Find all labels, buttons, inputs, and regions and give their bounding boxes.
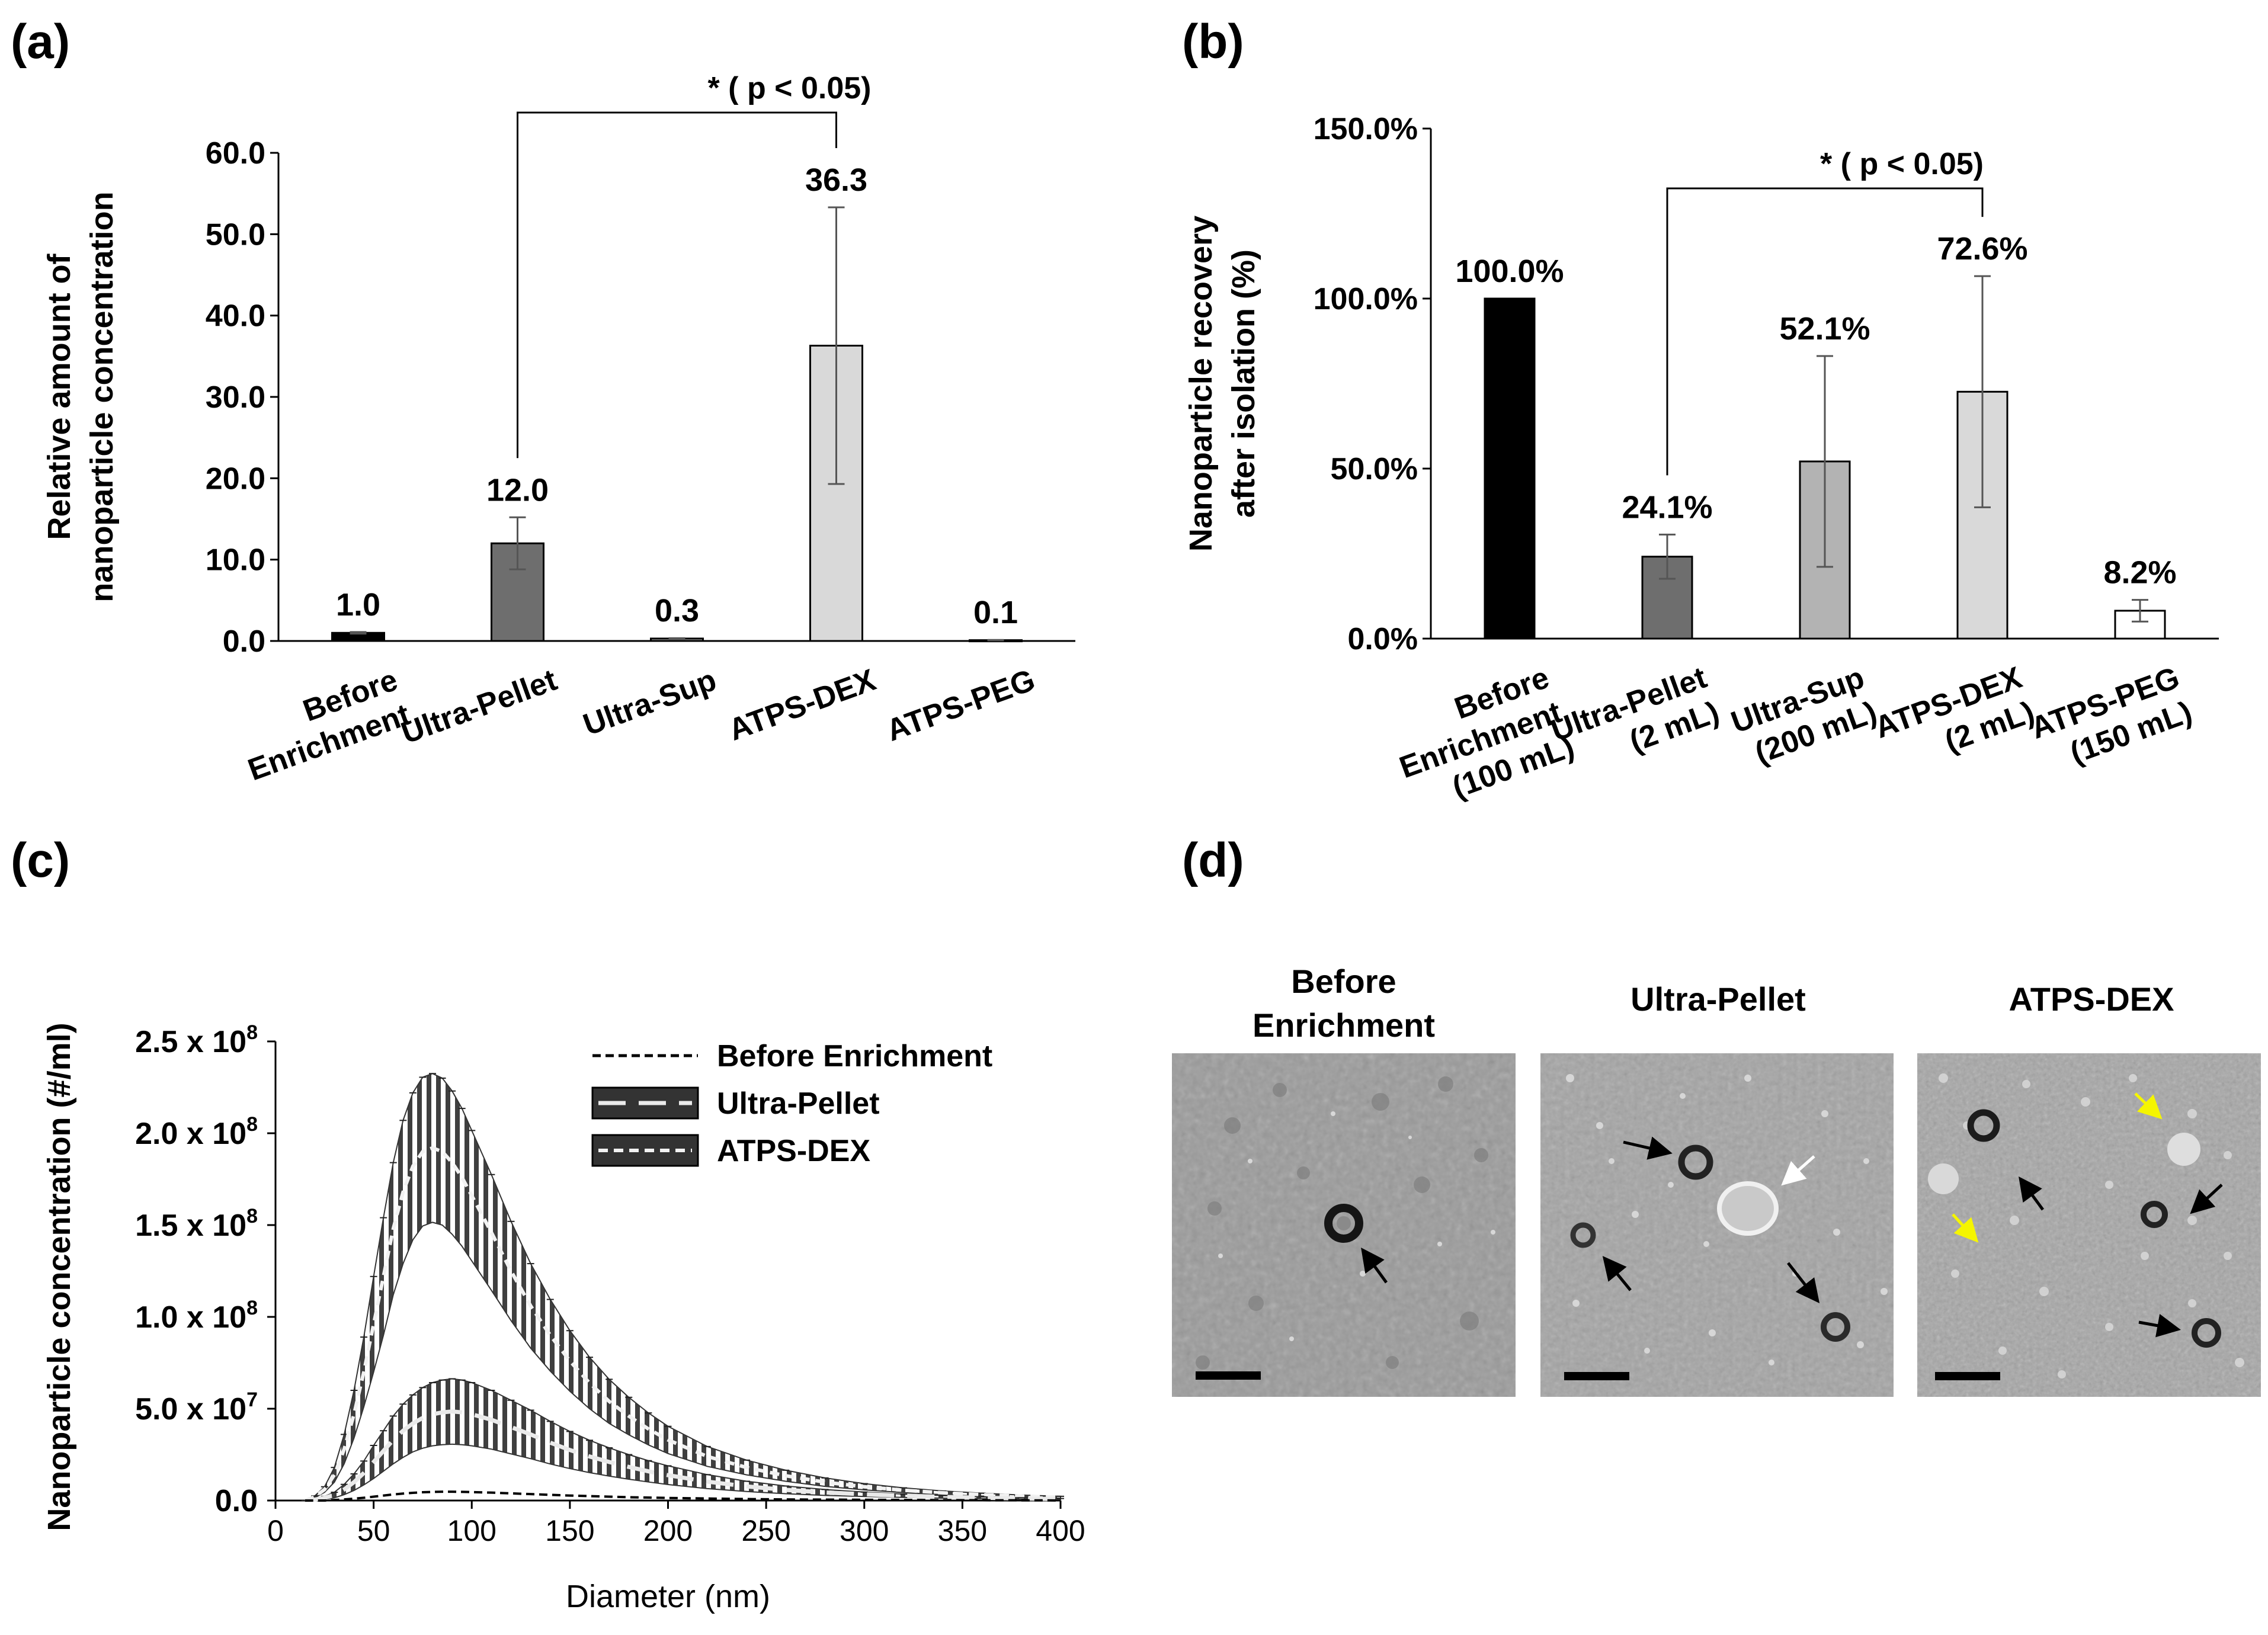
y-tick-label: 2.5 x 108	[135, 1021, 258, 1059]
significance-bracket	[1666, 187, 1984, 476]
panel-a-label: (a)	[11, 15, 70, 69]
x-tick-label: BeforeEnrichment(100 mL)	[1382, 661, 1578, 820]
y-tick-label: 50.0	[206, 217, 265, 252]
x-tick-label: Ultra-Pellet	[397, 663, 562, 751]
x-tick-label: 350	[938, 1514, 987, 1547]
x-tick-label: Ultra-Pellet(2 mL)	[1546, 661, 1724, 783]
y-tick-label: 10.0	[206, 543, 265, 578]
yellow-arrow-icon	[1952, 1213, 1979, 1243]
x-tick-label: Ultra-Sup	[579, 663, 721, 743]
data-label: 8.2%	[2103, 555, 2176, 591]
data-label: 24.1%	[1622, 489, 1712, 525]
x-tick-label: 100	[447, 1514, 496, 1547]
x-tick-label: ATPS-PEG(150 mL)	[2026, 661, 2196, 780]
significance-label: * ( p < 0.05)	[1820, 147, 1984, 181]
data-label: 1.0	[336, 587, 380, 623]
y-tick-label: 40.0	[206, 299, 265, 334]
y-axis-title: Nanoparticle concentration (#/ml)	[41, 1022, 77, 1531]
black-arrow-icon	[1602, 1256, 1632, 1291]
y-tick-label: 0.0%	[1347, 622, 1418, 656]
series-line	[304, 1146, 1061, 1502]
chart-c: 0 50 100 150 200 250 300 350 400 0.0 5.0 x 107 1.0 …	[41, 1021, 1085, 1614]
micrograph-ultra-pellet	[1540, 1053, 1894, 1397]
scale-bar	[1935, 1372, 2000, 1380]
y-tick-label: 2.0 x 108	[135, 1113, 258, 1151]
black-arrow-icon	[1787, 1262, 1820, 1303]
data-label: 12.0	[486, 472, 549, 508]
y-tick-label: 150.0%	[1314, 112, 1418, 146]
x-tick-label: 250	[741, 1514, 790, 1547]
y-tick-label: 20.0	[206, 461, 265, 496]
legend: Before Enrichment Ultra-Pellet ATPS-DEX	[591, 1039, 992, 1168]
y-tick-label: 0.0	[215, 1484, 258, 1518]
micrograph-title-ultra-pellet: Ultra-Pellet	[1630, 980, 1806, 1018]
data-label: 52.1%	[1779, 311, 1870, 347]
significance-bracket	[517, 111, 837, 459]
legend-label: ATPS-DEX	[717, 1134, 870, 1168]
x-tick-label: ATPS-PEG	[882, 663, 1040, 748]
white-arrow-icon	[1781, 1155, 1815, 1186]
y-tick-label: 60.0	[206, 136, 265, 171]
data-label: 0.1	[973, 595, 1018, 630]
x-tick-label: Ultra-Sup(200 mL)	[1726, 661, 1881, 775]
x-axis-title: Diameter (nm)	[566, 1579, 770, 1614]
significance-label: * ( p < 0.05)	[708, 71, 872, 105]
x-tick-label: 0	[267, 1514, 284, 1547]
series-line	[305, 1490, 1061, 1502]
black-arrow-icon	[1623, 1136, 1673, 1160]
y-tick-label: 50.0%	[1331, 452, 1418, 486]
y-tick-label: 1.0 x 108	[135, 1297, 258, 1335]
y-axis-title: after isolation (%)	[1226, 249, 1261, 518]
panel-d-label: (d)	[1182, 833, 1244, 887]
x-tick-label: 400	[1036, 1514, 1085, 1547]
y-axis-title: Relative amount of	[41, 253, 77, 540]
x-tick-label: 150	[545, 1514, 594, 1547]
data-label: 100.0%	[1455, 254, 1564, 289]
scale-bar	[1196, 1371, 1261, 1380]
micrograph-title-before-line2: Enrichment	[1252, 1006, 1435, 1044]
micrograph-title-before-line1: Before	[1291, 963, 1396, 1000]
y-axis-title: nanoparticle concentration	[84, 191, 120, 602]
y-axis-title: Nanoparticle recovery	[1183, 216, 1219, 552]
legend-label: Before Enrichment	[717, 1039, 992, 1073]
data-label: 72.6%	[1937, 231, 2027, 267]
chart-b: 0.0% 50.0% 100.0% 150.0% Nanoparticle recove…	[1183, 112, 2219, 820]
micrograph-panel: Before Enrichment Ultra-Pellet ATPS-DEX	[1172, 963, 2261, 1397]
data-label: 36.3	[805, 162, 867, 198]
y-tick-label: 0.0	[223, 624, 265, 659]
x-tick-label: 200	[643, 1514, 693, 1547]
y-tick-label: 30.0	[206, 380, 265, 415]
black-arrow-icon	[1361, 1247, 1388, 1284]
x-tick-label: ATPS-DEX	[724, 663, 880, 748]
legend-label: Ultra-Pellet	[717, 1086, 880, 1121]
y-tick-label: 1.5 x 108	[135, 1205, 258, 1243]
black-arrow-icon	[2019, 1176, 2045, 1211]
black-arrow-icon	[2190, 1184, 2223, 1214]
data-label: 0.3	[655, 593, 699, 629]
scale-bar	[1564, 1372, 1629, 1380]
micrograph-title-atps-dex: ATPS-DEX	[2009, 980, 2174, 1018]
bar	[1484, 297, 1536, 640]
panel-b-label: (b)	[1182, 15, 1244, 69]
y-tick-label: 5.0 x 107	[135, 1389, 258, 1426]
y-tick-label: 100.0%	[1314, 282, 1418, 316]
chart-a: 0.0 10.0 20.0 30.0 40.0 50.0 60.0 Relative amou…	[41, 71, 1075, 787]
panel-c-label: (c)	[11, 833, 70, 887]
micrograph-atps-dex	[1917, 1053, 2261, 1397]
x-tick-label: ATPS-DEX(2 mL)	[1870, 661, 2039, 780]
black-arrow-icon	[2138, 1314, 2181, 1338]
micrograph-before-enrichment	[1172, 1053, 1516, 1397]
x-tick-label: 300	[840, 1514, 889, 1547]
x-tick-label: BeforeEnrichment	[231, 663, 415, 788]
series-band	[305, 1073, 1061, 1501]
yellow-arrow-icon	[2134, 1092, 2163, 1120]
x-tick-label: 50	[357, 1514, 390, 1547]
